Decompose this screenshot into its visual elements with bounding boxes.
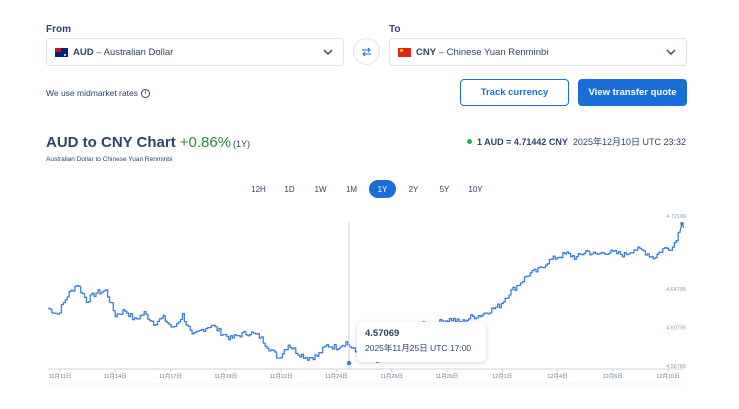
midmarket-note: We use midmarket rates i — [46, 88, 150, 98]
x-tick-label: 11月19日 — [214, 373, 237, 380]
range-1m-button[interactable]: 1M — [345, 184, 358, 194]
crosshair-point — [346, 360, 352, 366]
tooltip-date: 2025年11月25日 UTC 17:00 — [365, 343, 472, 353]
range-12h-button[interactable]: 12H — [251, 184, 266, 194]
range-2y-button[interactable]: 2Y — [408, 184, 419, 194]
to-currency-code: CNY — [416, 46, 437, 58]
change-period: (1Y) — [233, 139, 251, 149]
from-currency-code: AUD — [73, 46, 94, 58]
range-1d-button[interactable]: 1D — [284, 184, 295, 194]
from-currency-select[interactable]: AUD – Australian Dollar — [46, 38, 344, 66]
rate-value: 1 AUD = 4.71442 CNY — [476, 136, 568, 147]
to-currency-name: – Chinese Yuan Renminbi — [438, 46, 549, 58]
to-label: To — [389, 24, 401, 35]
midmarket-text: We use midmarket rates — [46, 88, 138, 98]
to-currency-select[interactable]: CNY – Chinese Yuan Renminbi — [389, 38, 687, 66]
view-transfer-quote-button[interactable]: View transfer quote — [578, 79, 687, 106]
latest-point — [680, 221, 684, 226]
y-tick-label: 4.64705 — [666, 287, 686, 293]
info-icon[interactable]: i — [140, 88, 150, 98]
x-tick-label: 12月4日 — [547, 373, 567, 380]
track-currency-button[interactable]: Track currency — [460, 79, 569, 106]
x-tick-label: 11月22日 — [270, 373, 293, 380]
chevron-down-icon — [323, 49, 333, 55]
range-1y-button[interactable]: 1Y — [369, 180, 396, 198]
rate-timestamp: 2025年12月10日 UTC 23:32 — [572, 137, 686, 147]
live-rate: 1 AUD = 4.71442 CNY 2025年12月10日 UTC 23:3… — [466, 135, 686, 148]
x-tick-label: 11月17日 — [159, 373, 182, 380]
change-percent: +0.86% — [179, 134, 232, 151]
swap-arrows-icon — [362, 47, 371, 56]
x-tick-label: 12月1日 — [492, 373, 512, 380]
x-tick-label: 12月6日 — [603, 373, 623, 380]
chart-title: AUD to CNY Chart — [46, 134, 176, 151]
y-tick-label: 4.56765 — [666, 364, 686, 370]
chevron-down-icon — [666, 49, 676, 55]
from-currency-name: – Australian Dollar — [96, 46, 174, 58]
range-5y-button[interactable]: 5Y — [439, 184, 450, 194]
swap-currencies-button[interactable] — [353, 38, 380, 65]
chart-title-row: AUD to CNY Chart +0.86% (1Y) — [46, 134, 250, 151]
range-10y-button[interactable]: 10Y — [468, 184, 483, 194]
from-label: From — [46, 24, 71, 35]
y-tick-label: 4.60705 — [666, 326, 686, 332]
y-tick-label: 4.72199 — [666, 214, 686, 220]
range-1w-button[interactable]: 1W — [314, 184, 327, 194]
x-tick-label: 11月11日 — [49, 373, 71, 380]
chart-subtitle: Australian Dollar to Chinese Yuan Renmin… — [46, 156, 173, 163]
cn-flag-icon — [398, 47, 411, 57]
x-tick-label: 11月29日 — [435, 373, 458, 380]
au-flag-icon — [55, 47, 68, 57]
range-selector: 12H 1D 1W 1M 1Y 2Y 5Y 10Y — [245, 180, 489, 198]
x-tick-label: 11月24日 — [325, 373, 348, 380]
x-tick-label: 11月26日 — [380, 373, 403, 380]
live-dot-icon — [466, 139, 472, 144]
chart-tooltip: 4.57069 2025年11月25日 UTC 17:00 — [357, 322, 486, 362]
x-tick-label: 11月14日 — [104, 373, 127, 380]
x-tick-label: 12月10日 — [656, 373, 679, 380]
tooltip-value: 4.57069 — [365, 328, 400, 339]
